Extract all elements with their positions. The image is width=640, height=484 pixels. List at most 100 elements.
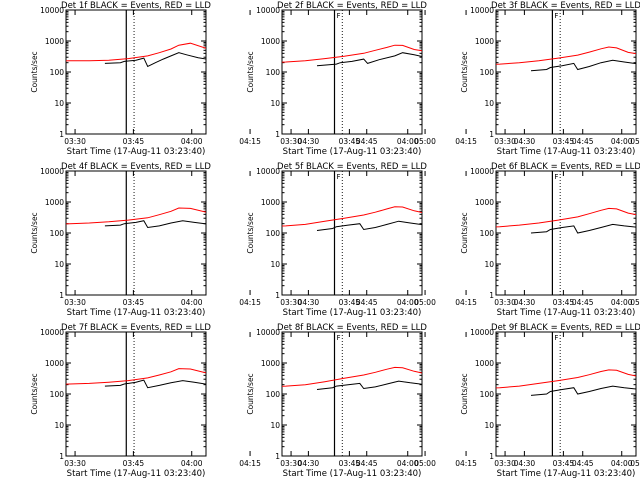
panel-title: Det 7f BLACK = Events, RED = LLD <box>61 323 211 333</box>
y-tick-label: 1000 <box>261 359 280 368</box>
x-tick-label: 03:30 <box>280 137 302 146</box>
y-tick-label: 1000 <box>261 198 280 207</box>
plot-frame <box>281 170 423 296</box>
series-events-line <box>104 379 206 389</box>
y-tick-label: 1 <box>275 291 280 300</box>
y-axis-label: Counts/sec <box>246 212 255 253</box>
y-axis-label: Counts/sec <box>30 51 39 92</box>
y-axis-label: Counts/sec <box>460 373 469 414</box>
y-axis-label: Counts/sec <box>30 212 39 253</box>
y-tick-label: 10000 <box>40 167 64 176</box>
x-tick-label: 04:30 <box>514 298 536 307</box>
x-axis-label: Start Time (17-Aug-11 03:23:40) <box>67 147 206 157</box>
plot-frame <box>65 9 207 135</box>
plot-frame <box>65 331 207 457</box>
x-tick-label: 04:00 <box>397 298 419 307</box>
marker-label: F <box>554 12 558 20</box>
x-tick-label: 04:15 <box>239 298 261 307</box>
x-tick-label: 04:00 <box>611 298 633 307</box>
marker-label: F <box>337 12 341 20</box>
y-tick-label: 10 <box>484 260 494 269</box>
y-tick-label: 100 <box>480 390 495 399</box>
detector-panel: Det 9f BLACK = Events, RED = LLD 1 10 100 10… <box>460 323 640 479</box>
y-tick-label: 10 <box>270 421 280 430</box>
detector-panel: Det 5f BLACK = Events, RED = LLD11010010… <box>246 162 640 318</box>
series-events-line <box>530 223 636 234</box>
series-events-line <box>530 59 636 72</box>
x-tick-label: 04:00 <box>611 459 633 468</box>
y-tick-label: 1 <box>275 130 280 139</box>
x-tick-label: 05:00 <box>630 298 640 307</box>
x-tick-label: 05:00 <box>630 137 640 146</box>
y-tick-label: 10 <box>54 421 64 430</box>
panel-title: Det 4f BLACK = Events, RED = LLD <box>61 162 211 172</box>
series-events-line <box>104 220 206 229</box>
x-tick-label: 03:45 <box>123 137 145 146</box>
y-tick-label: 1 <box>59 452 64 461</box>
series-lld-line <box>282 44 422 63</box>
x-tick-label: 03:30 <box>494 298 516 307</box>
x-tick-label: 05:00 <box>630 459 640 468</box>
x-tick-label: 04:00 <box>397 137 419 146</box>
x-tick-label: 03:45 <box>339 459 361 468</box>
marker-label: F <box>337 334 341 342</box>
marker-label: F <box>337 173 341 181</box>
x-axis-label: Start Time (17-Aug-11 03:23:40) <box>67 469 206 479</box>
x-axis-label: Start Time (17-Aug-11 03:23:40) <box>497 147 636 157</box>
x-tick-label: 04:45 <box>356 298 378 307</box>
y-tick-label: 10 <box>270 99 280 108</box>
y-axis-label: Counts/sec <box>246 373 255 414</box>
plot-frame <box>281 9 423 135</box>
x-tick-label: 04:00 <box>181 459 203 468</box>
y-tick-label: 100 <box>266 390 281 399</box>
y-tick-label: 1 <box>489 130 494 139</box>
x-tick-label: 03:45 <box>339 137 361 146</box>
series-lld-line <box>282 206 422 227</box>
x-tick-label: 03:45 <box>553 298 575 307</box>
y-tick-label: 10000 <box>40 6 64 15</box>
detector-panel: Det 3f BLACK = Events, RED = LLD 1 10 100 10… <box>460 1 640 157</box>
x-tick-label: 05:00 <box>414 298 436 307</box>
y-tick-label: 10000 <box>470 328 494 337</box>
x-tick-label: 04:00 <box>181 137 203 146</box>
x-tick-label: 03:45 <box>339 298 361 307</box>
x-tick-label: 03:30 <box>280 298 302 307</box>
y-tick-label: 1 <box>489 452 494 461</box>
x-tick-label: 04:45 <box>572 298 594 307</box>
series-events-line <box>316 52 422 67</box>
x-tick-label: 04:15 <box>239 137 261 146</box>
detector-panel: Det 4f BLACK = Events, RED = LLD 1 10 100 10… <box>30 162 436 318</box>
y-tick-label: 10000 <box>256 328 280 337</box>
y-axis-label: Counts/sec <box>460 212 469 253</box>
y-axis-label: Counts/sec <box>460 51 469 92</box>
panel-title: Det 8f BLACK = Events, RED = LLD <box>277 323 427 333</box>
y-tick-label: 10 <box>54 260 64 269</box>
x-tick-label: 04:00 <box>181 298 203 307</box>
x-tick-label: 04:15 <box>455 298 477 307</box>
y-tick-label: 10 <box>54 99 64 108</box>
y-tick-label: 100 <box>50 229 65 238</box>
y-tick-label: 10000 <box>256 167 280 176</box>
series-lld-line <box>496 46 636 65</box>
x-tick-label: 04:30 <box>298 137 320 146</box>
x-axis-label: Start Time (17-Aug-11 03:23:40) <box>497 308 636 318</box>
x-tick-label: 03:30 <box>494 137 516 146</box>
x-axis-label: Start Time (17-Aug-11 03:23:40) <box>283 469 422 479</box>
panel-title: Det 1f BLACK = Events, RED = LLD <box>61 1 211 11</box>
series-lld-line <box>66 207 206 225</box>
y-tick-label: 1000 <box>45 37 64 46</box>
x-tick-label: 04:00 <box>397 459 419 468</box>
y-tick-label: 1 <box>59 130 64 139</box>
x-tick-label: 05:00 <box>414 137 436 146</box>
x-tick-label: 04:30 <box>298 459 320 468</box>
series-events-line <box>104 52 206 68</box>
panel-title: Det 6f BLACK = Events, RED = LLD <box>491 162 640 172</box>
x-tick-label: 04:45 <box>356 137 378 146</box>
x-tick-label: 03:30 <box>64 298 86 307</box>
series-lld-line <box>496 369 636 389</box>
plot-frame <box>281 331 423 457</box>
x-tick-label: 04:15 <box>239 459 261 468</box>
series-events-line <box>530 385 636 396</box>
y-tick-label: 1000 <box>261 37 280 46</box>
